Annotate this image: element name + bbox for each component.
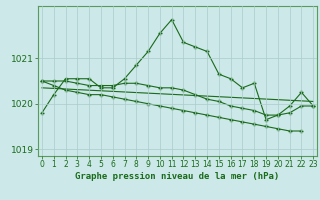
X-axis label: Graphe pression niveau de la mer (hPa): Graphe pression niveau de la mer (hPa) [76,172,280,181]
